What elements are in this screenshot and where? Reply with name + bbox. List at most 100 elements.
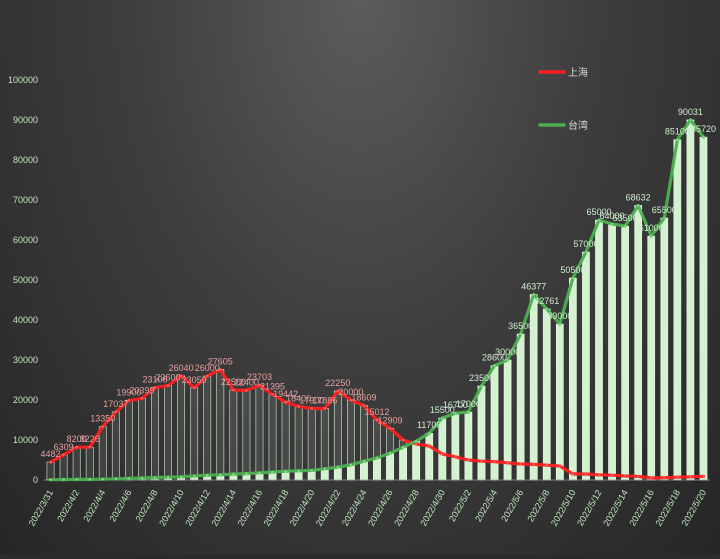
x-tick-label: 2022/4/20 bbox=[288, 488, 317, 528]
bar-taiwan bbox=[622, 226, 629, 480]
point-shanghai bbox=[88, 446, 91, 449]
y-tick-label: 70000 bbox=[13, 195, 38, 205]
point-shanghai bbox=[310, 407, 313, 410]
point-taiwan bbox=[428, 432, 431, 435]
point-taiwan bbox=[323, 468, 326, 471]
point-taiwan bbox=[115, 478, 118, 481]
point-shanghai bbox=[297, 405, 300, 408]
point-shanghai bbox=[232, 389, 235, 392]
bar-shanghai bbox=[125, 400, 132, 480]
point-taiwan bbox=[193, 475, 196, 478]
bar-taiwan bbox=[543, 309, 550, 480]
x-tick-label: 2022/5/16 bbox=[627, 488, 656, 528]
bar-taiwan bbox=[582, 252, 589, 480]
point-taiwan bbox=[402, 446, 405, 449]
point-shanghai bbox=[428, 445, 431, 448]
bar-taiwan bbox=[687, 120, 694, 480]
data-label-shanghai: 17886 bbox=[312, 395, 337, 405]
point-taiwan bbox=[167, 476, 170, 479]
data-label-taiwan: 85100 bbox=[665, 127, 690, 137]
data-label-taiwan: 61000 bbox=[639, 223, 664, 233]
y-tick-label: 0 bbox=[33, 475, 38, 485]
data-label-taiwan: 90031 bbox=[678, 107, 703, 117]
point-shanghai bbox=[637, 475, 640, 478]
point-taiwan bbox=[101, 478, 104, 481]
bar-shanghai bbox=[151, 388, 158, 480]
x-tick-label: 2022/4/30 bbox=[418, 488, 447, 528]
point-shanghai bbox=[415, 443, 418, 446]
bar-taiwan bbox=[608, 224, 615, 480]
point-taiwan bbox=[128, 477, 131, 480]
data-label-taiwan: 50500 bbox=[560, 265, 585, 275]
point-taiwan bbox=[75, 478, 78, 481]
x-tick-label: 2022/5/14 bbox=[601, 488, 630, 528]
point-taiwan bbox=[219, 474, 222, 477]
data-label-taiwan: 57000 bbox=[573, 239, 598, 249]
point-taiwan bbox=[297, 470, 300, 473]
data-label-shanghai: 13350 bbox=[90, 414, 115, 424]
point-shanghai bbox=[480, 460, 483, 463]
point-taiwan bbox=[350, 464, 353, 467]
point-taiwan bbox=[559, 323, 562, 326]
bar-taiwan bbox=[347, 465, 354, 480]
x-tick-label: 2022/4/22 bbox=[314, 488, 343, 528]
point-taiwan bbox=[611, 223, 614, 226]
point-shanghai bbox=[676, 476, 679, 479]
bar-shanghai bbox=[178, 376, 185, 480]
point-taiwan bbox=[363, 460, 366, 463]
data-label-taiwan: 30000 bbox=[495, 347, 520, 357]
data-label-taiwan: 36500 bbox=[508, 321, 533, 331]
x-tick-label: 2022/4/2 bbox=[55, 488, 81, 523]
legend-label: 台湾 bbox=[568, 119, 588, 132]
point-shanghai bbox=[689, 476, 692, 479]
bar-taiwan bbox=[556, 324, 563, 480]
bar-shanghai bbox=[256, 385, 263, 480]
bar-taiwan bbox=[386, 453, 393, 480]
y-tick-label: 10000 bbox=[13, 435, 38, 445]
data-label-shanghai: 17037 bbox=[103, 399, 128, 409]
point-taiwan bbox=[284, 470, 287, 473]
x-tick-label: 2022/4/24 bbox=[340, 488, 369, 528]
bar-shanghai bbox=[295, 406, 302, 480]
point-taiwan bbox=[572, 277, 575, 280]
bar-taiwan bbox=[400, 447, 407, 480]
point-shanghai bbox=[559, 465, 562, 468]
point-shanghai bbox=[545, 464, 548, 467]
point-shanghai bbox=[402, 439, 405, 442]
bar-taiwan bbox=[413, 441, 420, 480]
point-taiwan bbox=[676, 138, 679, 141]
point-shanghai bbox=[598, 474, 601, 477]
data-label-shanghai: 20399 bbox=[129, 385, 154, 395]
bar-taiwan bbox=[648, 236, 655, 480]
bar-taiwan bbox=[360, 461, 367, 480]
bar-taiwan bbox=[334, 467, 341, 480]
x-tick-label: 2022/4/10 bbox=[157, 488, 186, 528]
y-tick-label: 90000 bbox=[13, 115, 38, 125]
point-taiwan bbox=[62, 478, 65, 481]
bar-shanghai bbox=[73, 447, 80, 480]
point-taiwan bbox=[663, 217, 666, 220]
data-label-shanghai: 18609 bbox=[351, 393, 376, 403]
point-taiwan bbox=[702, 136, 705, 139]
point-shanghai bbox=[585, 473, 588, 476]
bar-taiwan bbox=[635, 205, 642, 480]
point-taiwan bbox=[206, 474, 209, 477]
y-tick-label: 100000 bbox=[8, 75, 38, 85]
point-taiwan bbox=[337, 466, 340, 469]
bar-taiwan bbox=[595, 220, 602, 480]
point-taiwan bbox=[141, 477, 144, 480]
bar-taiwan bbox=[452, 413, 459, 480]
data-label-taiwan: 17000 bbox=[456, 399, 481, 409]
bar-taiwan bbox=[426, 433, 433, 480]
point-taiwan bbox=[467, 411, 470, 414]
data-label-shanghai: 23059 bbox=[182, 375, 207, 385]
y-tick-label: 60000 bbox=[13, 235, 38, 245]
data-label-shanghai: 12909 bbox=[378, 415, 403, 425]
point-shanghai bbox=[519, 463, 522, 466]
point-taiwan bbox=[376, 457, 379, 460]
x-tick-label: 2022/5/20 bbox=[680, 488, 709, 528]
point-shanghai bbox=[389, 427, 392, 430]
point-taiwan bbox=[232, 473, 235, 476]
point-taiwan bbox=[585, 251, 588, 254]
data-label-taiwan: 68632 bbox=[626, 192, 651, 202]
